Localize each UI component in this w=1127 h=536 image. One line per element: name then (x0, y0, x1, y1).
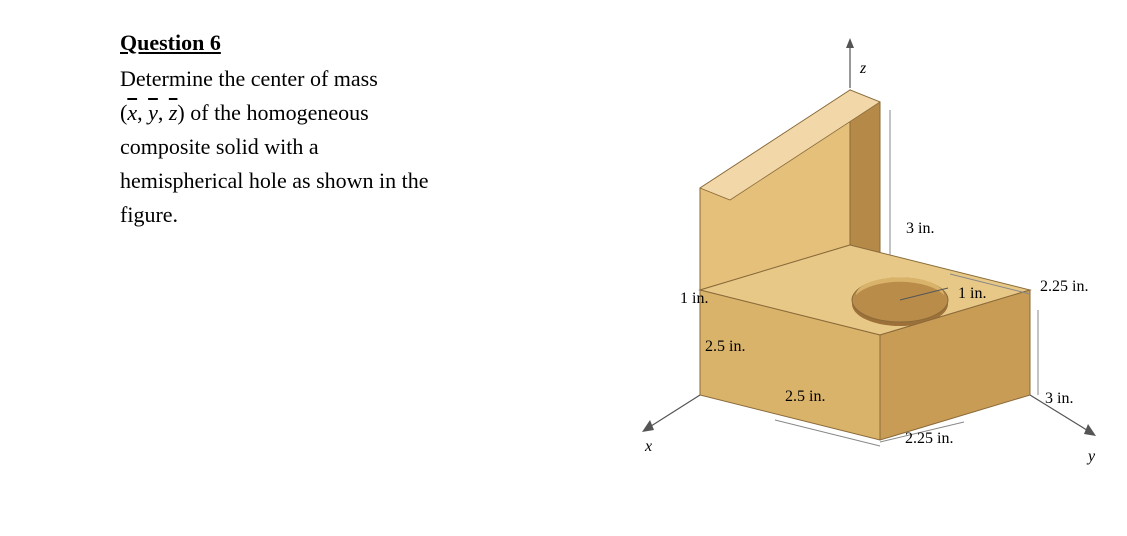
dim-1in-hole: 1 in. (958, 285, 986, 303)
y-axis-arrow-icon (1084, 424, 1096, 436)
dim-2-5-left: 2.5 in. (705, 338, 745, 356)
axis-y-label: y (1088, 448, 1095, 466)
dim-1in-back: 1 in. (680, 290, 708, 308)
ybar: y (148, 100, 158, 125)
xbar: x (127, 100, 137, 125)
line2-suffix: ) of the homogeneous (177, 100, 368, 125)
question-title: Question 6 (120, 30, 540, 56)
axis-z-label: z (860, 60, 866, 78)
question-body: Determine the center of mass (x, y, z) o… (120, 62, 540, 232)
sep1: , (137, 100, 148, 125)
dim-3in-right: 3 in. (1045, 390, 1073, 408)
question-text-block: Question 6 Determine the center of mass … (120, 30, 540, 510)
axis-x-label: x (645, 438, 652, 456)
dim-2-25-top: 2.25 in. (1040, 278, 1088, 296)
line5: figure. (120, 202, 178, 227)
sep2: , (158, 100, 169, 125)
dim-2-25-bottom: 2.25 in. (905, 430, 953, 448)
x-axis-line (648, 395, 700, 428)
dim-2-5-front: 2.5 in. (785, 388, 825, 406)
figure-area: 3 in. 1 in. 1 in. 2.25 in. 2.5 in. 2.5 i… (570, 30, 1110, 510)
x-axis-arrow-icon (642, 420, 654, 432)
line4: hemispherical hole as shown in the (120, 168, 429, 193)
line3: composite solid with a (120, 134, 319, 159)
dim-3in-z: 3 in. (906, 220, 934, 238)
line1: Determine the center of mass (120, 66, 378, 91)
z-axis-arrow-icon (846, 38, 854, 48)
